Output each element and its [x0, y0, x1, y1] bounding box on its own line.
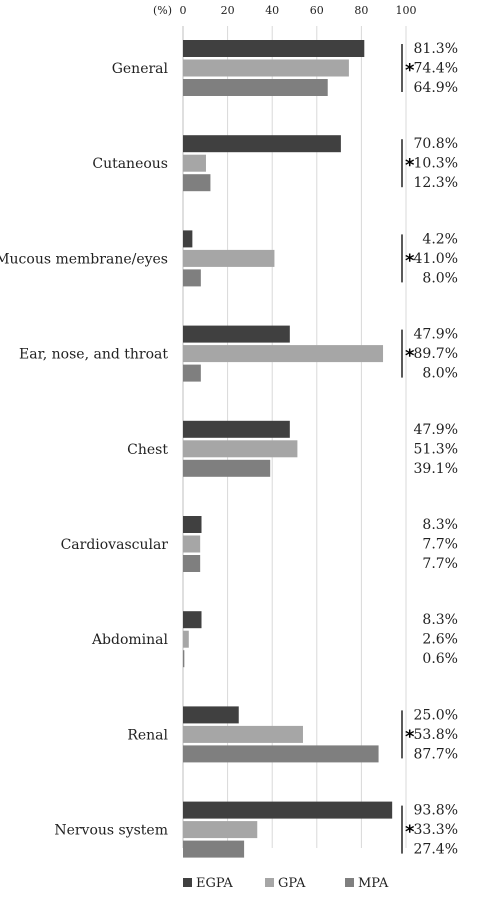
category-label: Nervous system [54, 823, 168, 839]
value-label: 74.4% [414, 61, 458, 77]
bar-mpa [183, 840, 245, 858]
category-label: Ear, nose, and throat [19, 347, 168, 363]
significance-marker: * [405, 250, 415, 271]
x-tick-label: 80 [354, 4, 368, 17]
value-label: 2.6% [422, 632, 458, 648]
legend-label: EGPA [196, 876, 233, 891]
legend: EGPA GPA MPA [183, 876, 389, 891]
value-label: 8.0% [422, 270, 458, 286]
category-label: Abdominal [91, 632, 169, 648]
bar-egpa [183, 230, 193, 248]
value-label: 51.3% [414, 441, 458, 457]
category-label: General [112, 61, 169, 77]
bar-mpa [183, 364, 201, 382]
bar-mpa [183, 555, 201, 572]
value-label: 89.7% [414, 346, 458, 362]
significance-marker: * [405, 60, 415, 81]
x-tick-label: 20 [221, 4, 235, 17]
bar-egpa [183, 325, 290, 343]
value-label: 27.4% [414, 842, 458, 858]
bar-egpa [183, 135, 341, 153]
legend-label: GPA [278, 876, 306, 891]
significance-marker: * [405, 155, 415, 176]
category-label: Renal [127, 727, 168, 743]
bar-mpa [183, 459, 271, 477]
legend-swatch-gpa [265, 878, 274, 887]
significance-marker: * [405, 726, 415, 747]
value-label: 87.7% [414, 746, 458, 762]
category-label: Cutaneous [92, 156, 168, 172]
labels: (%) 0 20 40 60 80 100General81.3%74.4%64.9%*Cu… [0, 4, 458, 858]
bar-gpa [183, 630, 189, 648]
bar-egpa [183, 801, 393, 819]
axis-unit-label: (%) [153, 4, 172, 17]
bar-egpa [183, 516, 202, 533]
value-label: 8.3% [422, 612, 458, 628]
bar-egpa [183, 420, 290, 438]
bar-egpa [183, 706, 239, 724]
bar-gpa [183, 345, 384, 363]
value-label: 7.7% [422, 537, 458, 553]
value-label: 7.7% [422, 556, 458, 572]
value-label: 47.9% [414, 327, 458, 343]
bar-gpa [183, 440, 298, 458]
bars [183, 40, 403, 858]
bar-gpa [183, 725, 303, 743]
bar-mpa [183, 269, 201, 287]
value-label: 10.3% [414, 156, 458, 172]
value-label: 53.8% [414, 727, 458, 743]
value-label: 41.0% [414, 251, 458, 267]
bar-mpa [183, 650, 185, 668]
bar-gpa [183, 249, 275, 267]
value-label: 12.3% [414, 175, 458, 191]
value-label: 4.2% [422, 231, 458, 247]
significance-marker: * [405, 346, 415, 367]
bar-gpa [183, 535, 201, 553]
x-tick-label: 60 [310, 4, 324, 17]
value-label: 64.9% [414, 80, 458, 96]
value-label: 0.6% [422, 651, 458, 667]
significance-marker: * [405, 822, 415, 843]
value-label: 8.0% [422, 366, 458, 382]
bar-mpa [183, 174, 211, 192]
category-label: Chest [127, 442, 168, 458]
x-tick-label: 40 [265, 4, 279, 17]
value-label: 70.8% [414, 136, 458, 152]
value-label: 39.1% [414, 461, 458, 477]
bar-mpa [183, 79, 328, 96]
bar-gpa [183, 154, 206, 172]
x-tick-label: 100 [396, 4, 417, 17]
category-label: Cardiovascular [61, 537, 169, 553]
legend-label: MPA [358, 876, 389, 891]
bar-gpa [183, 59, 349, 77]
bar-gpa [183, 821, 258, 839]
value-label: 93.8% [414, 803, 458, 819]
value-label: 47.9% [414, 422, 458, 438]
category-label: Mucous membrane/eyes [0, 251, 168, 267]
x-tick-label: 0 [180, 4, 187, 17]
legend-swatch-mpa [345, 878, 354, 887]
bar-mpa [183, 745, 379, 763]
bar-egpa [183, 611, 202, 629]
value-label: 33.3% [414, 822, 458, 838]
value-label: 8.3% [422, 517, 458, 533]
bar-egpa [183, 40, 365, 57]
legend-swatch-egpa [183, 878, 192, 887]
value-label: 81.3% [414, 41, 458, 57]
value-label: 25.0% [414, 707, 458, 723]
